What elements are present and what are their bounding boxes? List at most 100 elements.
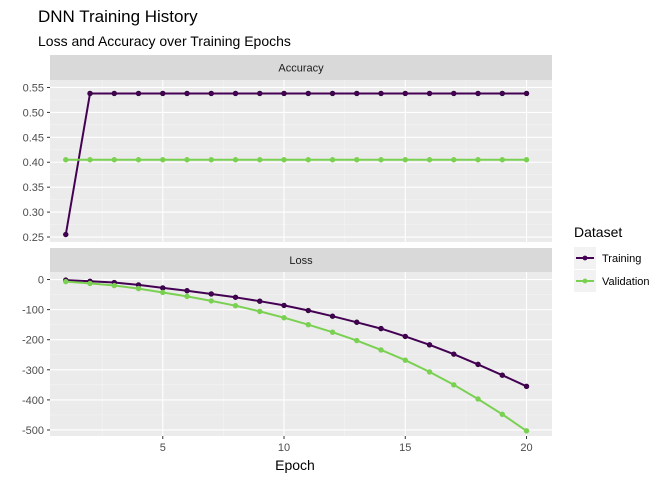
- data-point-validation: [402, 157, 408, 163]
- data-point-training: [63, 231, 69, 238]
- data-point-validation: [208, 157, 214, 163]
- y-tick-label: -300: [22, 365, 44, 377]
- data-point-validation: [257, 308, 263, 315]
- x-tick-label: 5: [160, 442, 166, 454]
- series-line-training: [64, 92, 527, 235]
- data-point-training: [232, 294, 239, 300]
- data-point-validation: [499, 157, 505, 163]
- data-point-training: [87, 90, 93, 97]
- data-point-validation: [475, 157, 481, 163]
- data-point-training: [499, 372, 505, 378]
- data-point-training: [257, 298, 263, 304]
- data-point-validation: [257, 157, 263, 163]
- data-point-training: [232, 90, 239, 97]
- data-point-validation: [111, 157, 117, 163]
- legend-title: Dataset: [574, 224, 622, 240]
- x-tick-label: 10: [278, 442, 290, 454]
- data-point-validation: [160, 289, 166, 296]
- data-point-training: [499, 90, 505, 97]
- data-point-validation: [354, 337, 360, 344]
- data-point-validation: [402, 357, 408, 363]
- data-point-validation: [281, 157, 287, 163]
- legend-key-point: [582, 255, 588, 261]
- data-point-validation: [135, 157, 142, 163]
- series-line-training: [65, 279, 527, 388]
- data-point-validation: [305, 157, 311, 163]
- data-point-training: [305, 307, 311, 314]
- data-point-training: [257, 90, 263, 97]
- y-tick-label: 0: [38, 275, 44, 287]
- data-point-training: [111, 90, 117, 97]
- legend-label-training: Training: [602, 253, 641, 265]
- data-point-validation: [378, 157, 384, 163]
- data-point-validation: [451, 157, 457, 163]
- data-point-training: [184, 287, 190, 294]
- data-point-validation: [87, 157, 93, 163]
- legend: Dataset Training Validation: [574, 224, 650, 292]
- data-point-training: [329, 313, 336, 319]
- data-point-training: [305, 90, 311, 97]
- x-tick-label: 15: [399, 442, 411, 454]
- data-point-validation: [329, 329, 336, 335]
- series-line-validation: [65, 280, 528, 432]
- data-point-training: [426, 90, 433, 97]
- chart-title: DNN Training History: [38, 7, 198, 26]
- y-tick-label: 0.45: [23, 132, 44, 144]
- data-point-validation: [523, 157, 530, 163]
- y-tick-label: 0.35: [23, 182, 44, 194]
- data-point-validation: [184, 157, 190, 163]
- data-point-validation: [426, 369, 433, 375]
- data-point-training: [281, 90, 287, 97]
- chart-subtitle: Loss and Accuracy over Training Epochs: [38, 33, 291, 49]
- facet-strip-label: Accuracy: [278, 63, 324, 75]
- data-point-training: [329, 90, 336, 97]
- data-point-training: [354, 90, 360, 97]
- data-point-validation: [475, 396, 481, 402]
- data-point-training: [160, 90, 166, 97]
- accuracy-panel: Accuracy 0.25 0.30 0.35 0.40 0.45 0.50 0.55: [23, 55, 552, 244]
- loss-panel: Loss 0 -100 -200 -300 -400 -500: [22, 248, 552, 437]
- data-point-validation: [111, 282, 117, 289]
- data-point-validation: [499, 411, 505, 418]
- plot-background: [50, 80, 552, 242]
- data-point-training: [426, 342, 433, 348]
- data-point-training: [475, 361, 481, 368]
- data-point-validation: [281, 315, 287, 321]
- data-point-training: [523, 383, 530, 390]
- data-point-validation: [378, 347, 384, 353]
- y-tick-label: 0.50: [23, 107, 44, 119]
- data-point-training: [354, 319, 360, 325]
- data-point-training: [402, 90, 408, 97]
- data-point-validation: [63, 157, 69, 163]
- y-tick-label: -200: [22, 335, 44, 347]
- legend-key-point: [582, 278, 588, 284]
- data-point-training: [378, 325, 384, 332]
- facet-strip-label: Loss: [289, 255, 313, 267]
- data-point-validation: [160, 157, 166, 163]
- data-point-training: [208, 90, 214, 97]
- data-point-training: [208, 291, 214, 297]
- y-tick-label: 0.30: [23, 207, 44, 219]
- data-point-validation: [63, 278, 69, 285]
- data-point-validation: [329, 157, 336, 163]
- x-axis: 5 10 15 20: [160, 436, 533, 454]
- legend-label-validation: Validation: [602, 276, 650, 288]
- y-tick-label: 0.40: [23, 157, 44, 169]
- data-point-validation: [523, 428, 530, 434]
- plot-background: [50, 272, 552, 436]
- data-point-training: [160, 285, 166, 291]
- data-point-validation: [305, 321, 311, 328]
- facet-strip: [50, 248, 552, 272]
- data-point-training: [523, 90, 530, 97]
- data-point-validation: [232, 303, 239, 309]
- data-point-validation: [135, 285, 142, 292]
- data-point-validation: [87, 280, 93, 287]
- data-point-training: [451, 90, 457, 97]
- data-point-validation: [426, 157, 433, 163]
- data-point-validation: [184, 293, 190, 300]
- data-point-training: [281, 302, 287, 309]
- data-point-training: [475, 90, 481, 97]
- y-tick-label: -500: [22, 425, 44, 437]
- data-point-training: [378, 90, 384, 97]
